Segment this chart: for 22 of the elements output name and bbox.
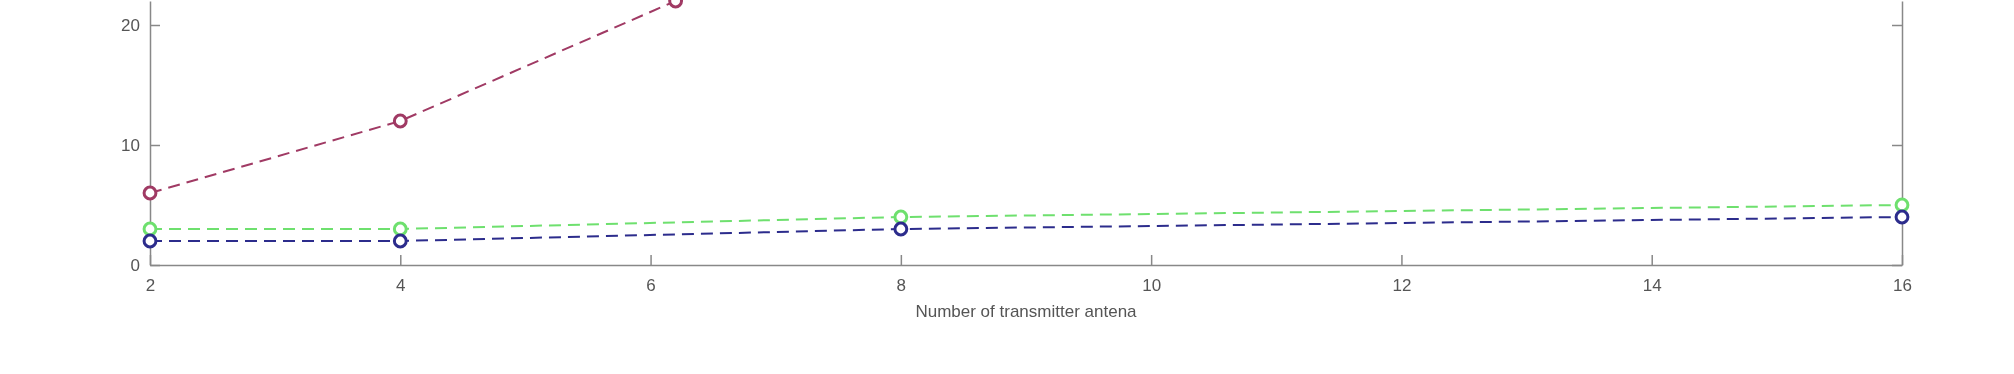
- point: [1894, 197, 1910, 213]
- point: [142, 185, 158, 201]
- y-tick-label: 10: [121, 135, 140, 155]
- point: [1894, 209, 1910, 225]
- point: [893, 209, 909, 225]
- x-tick-label: 12: [1392, 276, 1412, 296]
- x-axis-title: Number of transmitter antena: [915, 302, 1138, 321]
- x-tick-label: 14: [1642, 276, 1662, 296]
- point: [392, 113, 408, 129]
- x-tick-label: 16: [1893, 276, 1912, 296]
- x-tick-label: 8: [896, 276, 907, 296]
- point: [392, 221, 408, 237]
- point: [893, 221, 909, 237]
- x-tick-label: 10: [1142, 276, 1162, 296]
- point: [392, 233, 408, 249]
- y-tick-label: 20: [121, 15, 140, 35]
- point: [142, 233, 158, 249]
- x-tick-label: 2: [145, 276, 156, 296]
- x-tick-label: 6: [646, 276, 656, 296]
- point: [142, 221, 158, 237]
- x-tick-label: 4: [396, 276, 406, 296]
- y-tick-label: 0: [130, 255, 140, 275]
